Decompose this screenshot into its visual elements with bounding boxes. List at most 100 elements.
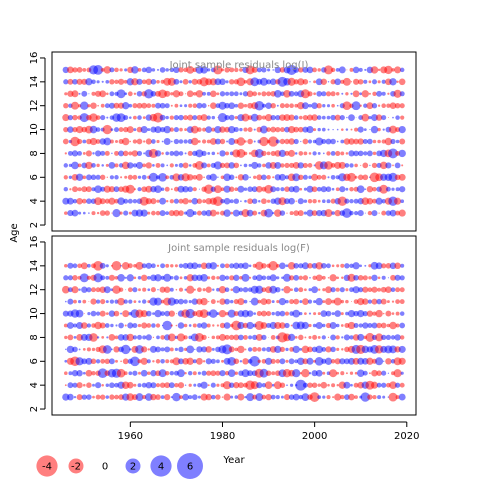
residual-bubble xyxy=(367,287,373,293)
residual-bubble xyxy=(294,152,298,155)
residual-bubble xyxy=(132,163,138,168)
residual-bubble xyxy=(359,92,363,96)
residual-bubble xyxy=(200,273,208,282)
residual-bubble xyxy=(135,345,144,354)
residual-bubble xyxy=(330,91,336,97)
residual-bubble xyxy=(346,69,348,71)
residual-bubble xyxy=(211,151,216,156)
residual-bubble xyxy=(111,261,122,271)
residual-bubble xyxy=(159,114,166,121)
residual-bubble xyxy=(393,89,402,98)
residual-bubble xyxy=(306,66,314,74)
residual-bubble xyxy=(289,275,295,281)
residual-bubble xyxy=(275,310,281,317)
residual-bubble xyxy=(137,187,142,192)
residual-bubble xyxy=(135,161,144,169)
residual-bubble xyxy=(229,67,235,73)
residual-bubble xyxy=(331,103,335,108)
residual-bubble xyxy=(179,276,183,280)
residual-bubble xyxy=(76,138,83,145)
residual-bubble xyxy=(335,323,340,328)
residual-bubble xyxy=(122,150,129,157)
residual-bubble xyxy=(141,382,147,388)
y-tick-label: 14 xyxy=(29,75,40,88)
residual-bubble xyxy=(344,394,350,400)
residual-bubble xyxy=(223,322,231,329)
residual-bubble xyxy=(370,381,379,389)
residual-bubble xyxy=(371,103,378,109)
residual-bubble xyxy=(299,348,303,351)
residual-bubble xyxy=(95,115,101,120)
residual-bubble xyxy=(327,176,330,179)
residual-bubble xyxy=(83,383,86,387)
residual-bubble xyxy=(91,163,96,168)
residual-bubble xyxy=(142,116,146,119)
residual-bubble xyxy=(207,68,211,72)
y-axis-label: Age xyxy=(9,223,20,242)
residual-bubble xyxy=(228,125,236,134)
residual-bubble xyxy=(182,162,189,169)
residual-bubble xyxy=(206,139,211,144)
residual-bubble xyxy=(364,264,367,267)
residual-bubble xyxy=(316,90,323,97)
residual-bubble xyxy=(401,164,404,167)
residual-bubble xyxy=(233,334,240,341)
residual-bubble xyxy=(205,358,212,365)
residual-bubble xyxy=(94,321,102,330)
y-tick-label: 2 xyxy=(29,406,40,412)
residual-bubble xyxy=(147,276,151,280)
residual-bubble xyxy=(196,114,203,121)
residual-bubble xyxy=(136,126,143,133)
residual-bubble xyxy=(283,286,291,294)
residual-bubble xyxy=(116,113,126,122)
residual-bubble xyxy=(394,262,401,270)
residual-bubble xyxy=(166,164,169,167)
residual-bubble xyxy=(301,369,310,378)
residual-bubble xyxy=(123,115,129,121)
residual-bubble xyxy=(71,161,79,170)
residual-bubble xyxy=(246,90,254,98)
residual-bubble xyxy=(330,114,336,121)
legend-bubble xyxy=(36,455,58,477)
residual-bubble xyxy=(64,211,68,215)
residual-bubble xyxy=(241,273,250,282)
residual-bubble xyxy=(246,310,254,317)
residual-bubble xyxy=(332,396,335,399)
residual-bubble xyxy=(195,173,203,181)
residual-bubble xyxy=(280,395,284,399)
residual-bubble xyxy=(353,382,359,388)
residual-bubble xyxy=(99,262,106,269)
residual-bubble xyxy=(165,68,169,72)
residual-bubble xyxy=(142,163,147,168)
residual-bubble xyxy=(224,298,230,305)
residual-bubble xyxy=(132,287,138,293)
residual-bubble xyxy=(334,358,341,365)
residual-bubble xyxy=(132,370,138,376)
residual-bubble xyxy=(91,79,96,85)
residual-bubble xyxy=(227,309,236,318)
residual-bubble xyxy=(356,185,365,194)
residual-bubble xyxy=(279,127,285,133)
residual-bubble xyxy=(87,104,91,108)
residual-bubble xyxy=(141,346,148,353)
residual-bubble xyxy=(206,91,211,96)
residual-bubble xyxy=(67,78,74,85)
residual-bubble xyxy=(174,264,178,268)
residual-bubble xyxy=(221,396,224,398)
residual-bubble xyxy=(320,262,327,269)
panel-title: Joint sample residuals log(I) xyxy=(169,60,309,71)
residual-bubble xyxy=(186,90,194,98)
residual-bubble xyxy=(120,176,123,179)
residual-bubble xyxy=(307,91,313,97)
residual-bubble xyxy=(64,92,68,96)
residual-bubble xyxy=(390,335,396,340)
residual-bubble xyxy=(158,89,167,99)
residual-bubble xyxy=(225,91,230,96)
residual-bubble xyxy=(124,324,127,327)
residual-bubble xyxy=(173,209,180,217)
residual-bubble xyxy=(322,371,326,375)
residual-bubble xyxy=(298,275,303,280)
residual-bubble xyxy=(165,115,169,120)
residual-bubble xyxy=(284,150,290,156)
residual-bubble xyxy=(95,150,102,157)
